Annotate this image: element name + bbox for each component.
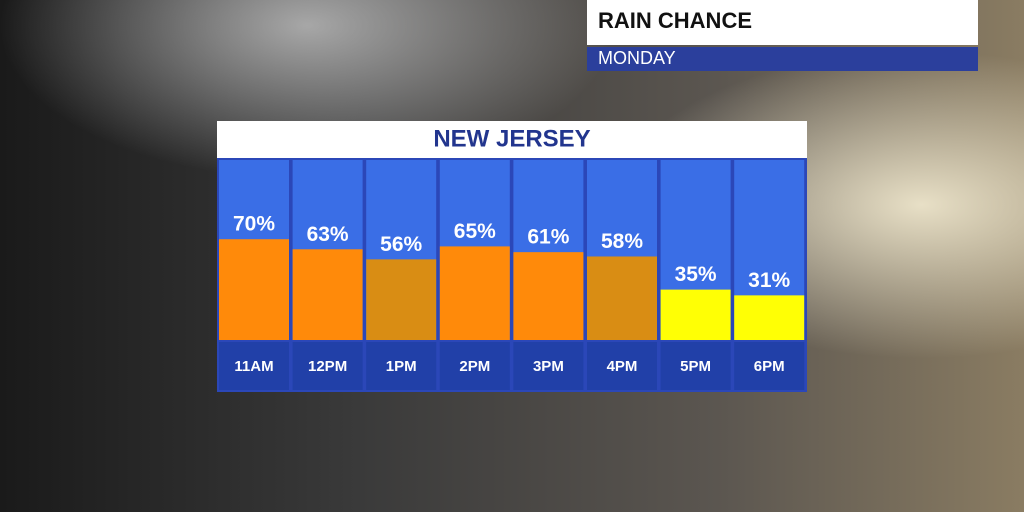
x-tick-label: 2PM	[459, 358, 490, 375]
value-label: 35%	[675, 263, 717, 286]
column-label-box	[219, 342, 289, 390]
x-tick-label: 12PM	[308, 358, 347, 375]
bar	[587, 256, 657, 340]
header-subtitle-box	[587, 47, 978, 71]
chart-title: NEW JERSEY	[433, 125, 590, 152]
value-label: 65%	[454, 220, 496, 243]
bar	[292, 249, 363, 340]
x-tick-label: 6PM	[754, 358, 785, 375]
header-box	[587, 0, 978, 45]
panel-title-box	[217, 121, 807, 158]
value-label: 58%	[601, 230, 643, 253]
value-label: 56%	[380, 233, 422, 256]
column-label-box	[366, 342, 437, 390]
header-subtitle: MONDAY	[598, 48, 676, 68]
x-tick-label: 4PM	[607, 358, 638, 375]
column-label-box	[292, 342, 363, 390]
header-title: RAIN CHANCE	[598, 8, 752, 33]
value-label: 63%	[307, 223, 349, 246]
column-label-box	[513, 342, 584, 390]
column-label-box	[587, 342, 657, 390]
x-tick-label: 3PM	[533, 358, 564, 375]
value-label: 31%	[748, 269, 790, 292]
bar	[734, 295, 805, 340]
x-tick-label: 11AM	[234, 358, 273, 375]
x-tick-label: 5PM	[680, 358, 711, 375]
bar	[660, 289, 731, 340]
bar	[219, 239, 289, 340]
column-label-box	[660, 342, 731, 390]
column-label-box	[439, 342, 510, 390]
x-tick-label: 1PM	[386, 358, 417, 375]
value-label: 61%	[527, 226, 569, 249]
bar	[439, 246, 510, 340]
bar	[513, 252, 584, 340]
bar	[366, 259, 437, 340]
column-label-box	[734, 342, 805, 390]
value-label: 70%	[233, 213, 275, 236]
